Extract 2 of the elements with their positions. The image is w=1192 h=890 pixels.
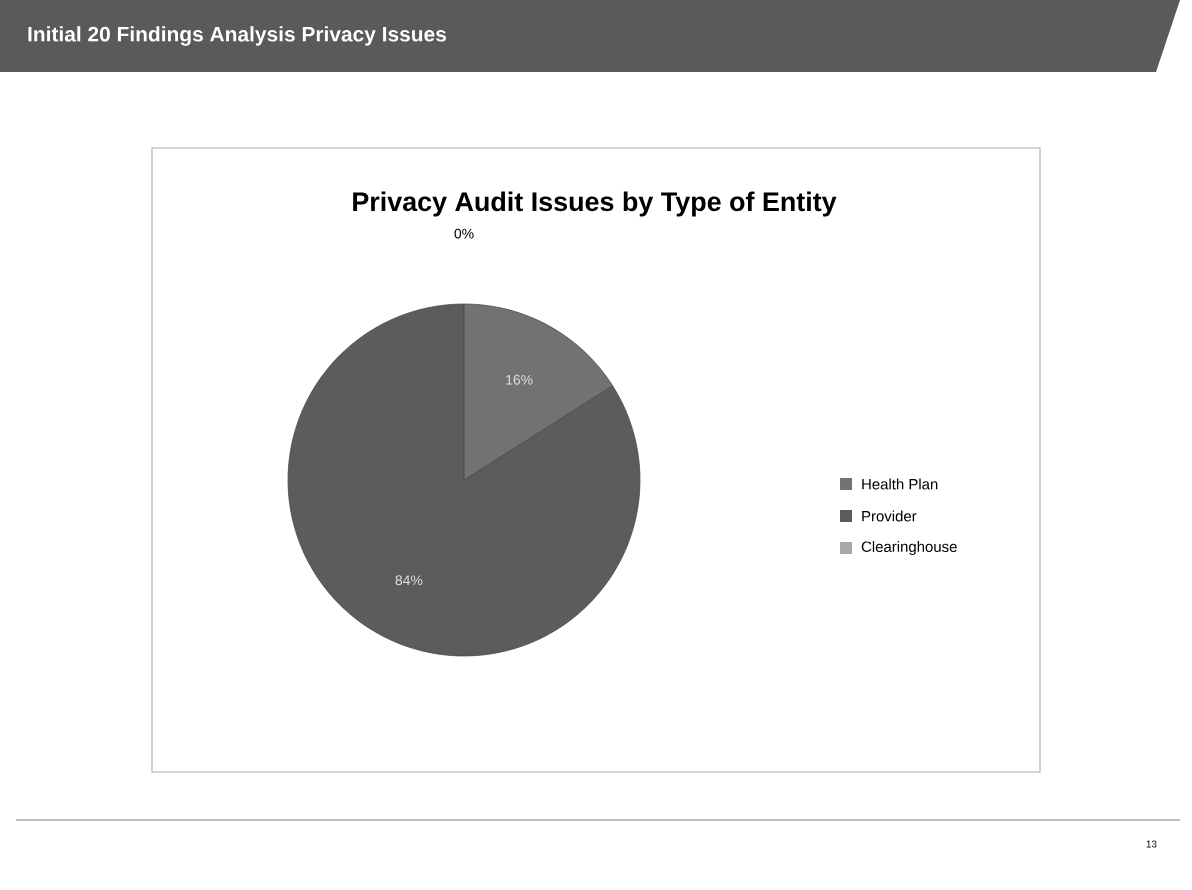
chart-title: Privacy Audit Issues by Type of Entity: [353, 191, 837, 217]
chart-subtitle: Initial 20 Findings Analysis Privacy Issues: [28, 26, 446, 46]
